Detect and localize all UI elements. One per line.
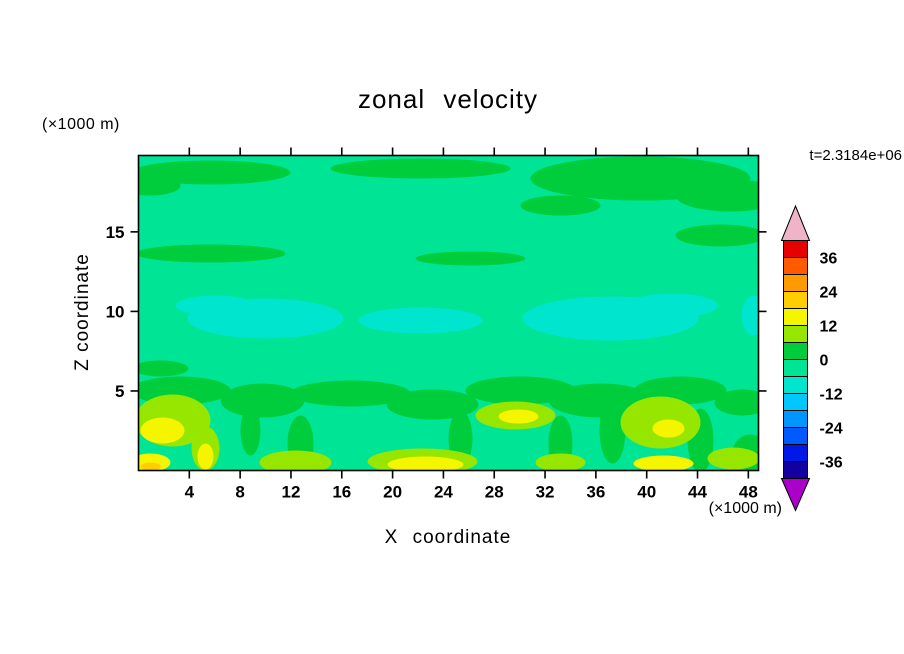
contour-region	[633, 455, 694, 471]
colorbar-segment	[783, 427, 808, 445]
contour-region	[465, 376, 576, 405]
x-tick-label: 36	[586, 483, 605, 502]
colorbar-label: 24	[820, 285, 838, 302]
contour-region	[675, 179, 759, 212]
contour-region	[707, 447, 759, 470]
colorbar-label: -12	[820, 387, 843, 404]
contour-region	[138, 360, 189, 377]
colorbar-label: 0	[820, 353, 829, 370]
time-annotation: t=2.3184e+06	[809, 147, 902, 164]
x-axis-title: X coordinate	[384, 527, 512, 548]
colorbar-segment	[783, 359, 808, 377]
colorbar-segment	[783, 308, 808, 326]
plot-frame	[137, 154, 760, 472]
colorbar-segment	[783, 461, 808, 479]
y-tick-label: 15	[106, 223, 125, 242]
contour-region	[138, 244, 286, 263]
contour-region	[741, 295, 759, 336]
contour-region	[520, 195, 601, 216]
contour-region	[714, 389, 759, 416]
colorbar-over-arrow	[780, 204, 811, 241]
colorbar-segment	[783, 410, 808, 428]
contour-region	[175, 295, 256, 316]
contour-field	[138, 155, 759, 471]
x-tick-label: 44	[688, 483, 707, 502]
y-axis-units-label: (×1000 m)	[42, 116, 120, 133]
colorbar-segment	[783, 444, 808, 462]
colorbar: 36 24 12 0 -12 -24 -36	[780, 204, 843, 512]
contour-region	[138, 160, 291, 185]
y-tick-label: 10	[106, 302, 125, 321]
contour-region	[140, 417, 185, 444]
x-tick-label: 28	[485, 483, 504, 502]
x-tick-label: 32	[536, 483, 555, 502]
contour-region	[387, 456, 464, 471]
contour-region	[415, 251, 526, 266]
contour-region	[652, 419, 685, 438]
contour-region	[535, 453, 586, 471]
colorbar-segment	[783, 342, 808, 360]
colorbar-segment	[783, 274, 808, 292]
x-axis-units-label: (×1000 m)	[708, 500, 782, 517]
colorbar-label: -36	[820, 455, 843, 472]
x-tick-label: 8	[235, 483, 244, 502]
contour-region	[140, 462, 161, 471]
colorbar-segment	[783, 325, 808, 343]
contour-region	[197, 443, 214, 470]
axis-ticks	[130, 147, 767, 479]
contour-region	[498, 409, 539, 424]
colorbar-segment	[783, 393, 808, 411]
contour-region	[599, 397, 626, 464]
colorbar-label: -24	[820, 421, 843, 438]
contour-region	[240, 405, 261, 456]
y-axis-title: Z coordinate	[72, 253, 93, 371]
contour-region	[138, 175, 181, 196]
colorbar-label: 36	[820, 251, 838, 268]
y-tick-label: 5	[115, 382, 124, 401]
contour-region	[386, 389, 479, 420]
x-tick-label: 48	[739, 483, 758, 502]
x-tick-label: 24	[434, 483, 453, 502]
colorbar-segment	[783, 376, 808, 394]
x-tick-label: 4	[185, 483, 195, 502]
colorbar-segment	[783, 257, 808, 275]
contour-region	[259, 450, 332, 471]
colorbar-label: 12	[820, 319, 838, 336]
colorbar-under-arrow	[780, 478, 811, 512]
x-tick-label: 16	[332, 483, 351, 502]
contour-region	[330, 158, 511, 179]
colorbar-segment	[783, 240, 808, 258]
contour-region	[627, 293, 718, 318]
x-tick-label: 20	[383, 483, 402, 502]
contour-region	[358, 307, 483, 334]
x-tick-label: 40	[637, 483, 656, 502]
contour-region	[220, 383, 305, 418]
contour-region	[290, 380, 411, 407]
chart-title: zonal velocity	[357, 84, 539, 114]
x-tick-label: 12	[281, 483, 300, 502]
contour-region	[675, 224, 759, 247]
colorbar-segment	[783, 291, 808, 309]
